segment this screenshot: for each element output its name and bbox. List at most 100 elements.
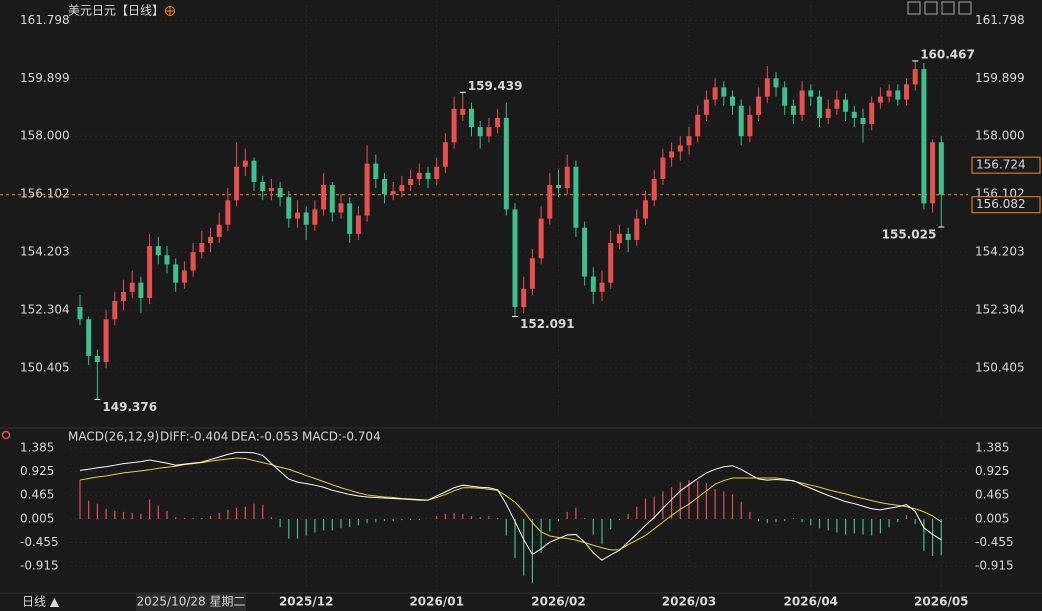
candle-body xyxy=(338,203,344,213)
candle-body xyxy=(721,87,727,97)
candle-body xyxy=(469,108,474,128)
candle-body xyxy=(495,117,501,128)
x-tick-label: 2026/02 xyxy=(531,595,585,609)
candle-body xyxy=(869,102,875,125)
candle-body xyxy=(538,218,544,259)
price-tag: 156.724 xyxy=(976,158,1026,172)
candle-body xyxy=(756,96,762,115)
y-tick-label-right: 161.798 xyxy=(975,13,1025,27)
price-tag-box xyxy=(971,196,1041,214)
candle-body xyxy=(625,233,631,240)
candle-body xyxy=(582,227,588,277)
candle-body xyxy=(556,185,561,189)
candle-body xyxy=(251,160,257,182)
candle-body xyxy=(164,255,170,265)
candle-body xyxy=(225,200,231,225)
indicator-icon[interactable] xyxy=(1,430,11,440)
x-tick-label: 2026/05 xyxy=(914,595,968,609)
macd-tick-label: -0.455 xyxy=(20,535,59,549)
macd-tick-label-right: -0.455 xyxy=(975,535,1014,549)
candle-body xyxy=(460,108,466,115)
candle-body xyxy=(147,246,153,298)
macd-tick-label-right: 0.925 xyxy=(975,464,1009,478)
candle-body xyxy=(503,117,509,210)
macd-tick-label: 0.465 xyxy=(20,488,54,502)
candle-body xyxy=(590,276,596,292)
low-label: 152.091 xyxy=(520,317,575,331)
macd-tick-label: 0.925 xyxy=(20,464,54,478)
candle-body xyxy=(817,96,822,118)
y-tick-label: 161.798 xyxy=(20,13,70,27)
footer-period[interactable]: 日线 ▲ xyxy=(22,595,60,609)
candle-body xyxy=(329,185,335,213)
add-icon[interactable] xyxy=(165,6,175,16)
candle-body xyxy=(608,243,614,283)
y-tick-label-right: 154.203 xyxy=(975,245,1025,259)
candle-body xyxy=(434,166,440,179)
candle-body xyxy=(564,166,570,189)
candle-body xyxy=(390,191,396,195)
candle-body xyxy=(851,111,857,118)
candle-body xyxy=(373,163,379,179)
candle-body xyxy=(904,84,909,100)
y-tick-label-right: 159.899 xyxy=(975,71,1025,85)
candle-body xyxy=(677,145,683,152)
macd-tick-label-right: -0.915 xyxy=(975,558,1014,572)
macd-dea-legend: DEA:-0.053 xyxy=(231,430,299,444)
candle-body xyxy=(190,252,196,271)
candle-body xyxy=(86,319,92,356)
candle-body xyxy=(382,178,387,195)
macd-diff-legend: DIFF:-0.404 xyxy=(160,430,228,444)
candle-body xyxy=(112,300,118,320)
macd-tick-label-right: 0.465 xyxy=(975,488,1009,502)
candle-body xyxy=(730,96,735,106)
period-label[interactable]: 【日线】 xyxy=(116,4,164,18)
candle-body xyxy=(790,105,796,115)
x-tick-label: 2026/03 xyxy=(662,595,716,609)
candle-body xyxy=(94,355,100,363)
candle-body xyxy=(669,151,675,158)
y-tick-label: 159.899 xyxy=(20,71,70,85)
candle-body xyxy=(573,166,579,228)
high-label: 160.467 xyxy=(920,47,975,61)
candle-body xyxy=(216,224,222,237)
candle-body xyxy=(277,188,283,198)
candle-body xyxy=(355,215,361,234)
candle-body xyxy=(799,90,805,115)
y-tick-label: 156.102 xyxy=(20,187,70,201)
candle-body xyxy=(286,197,292,219)
candle-body xyxy=(930,142,936,204)
candle-body xyxy=(599,282,605,292)
y-tick-label: 152.304 xyxy=(20,303,70,317)
candle-body xyxy=(877,96,883,103)
toolbar[interactable] xyxy=(907,1,972,15)
candle-body xyxy=(773,78,779,88)
candle-body xyxy=(825,108,831,118)
candle-body xyxy=(129,282,135,292)
candle-body xyxy=(477,127,483,137)
candle-body xyxy=(921,69,927,204)
candle-body xyxy=(686,136,692,146)
y-tick-label-right: 150.405 xyxy=(975,360,1025,374)
diff-line xyxy=(79,451,942,561)
candle-body xyxy=(938,142,944,195)
candle-body xyxy=(695,114,701,137)
candle-body xyxy=(155,246,161,256)
y-tick-label-right: 158.000 xyxy=(975,129,1025,143)
candle-body xyxy=(895,90,901,100)
y-tick-label: 158.000 xyxy=(20,129,70,143)
y-tick-label-right: 152.304 xyxy=(975,303,1025,317)
candle-body xyxy=(347,203,353,234)
macd-value-legend: MACD:-0.704 xyxy=(302,430,381,444)
candle-body xyxy=(442,142,448,167)
candle-body xyxy=(451,108,457,143)
candle-body xyxy=(712,87,718,100)
candle-body xyxy=(173,264,179,283)
candle-body xyxy=(643,200,648,219)
candle-body xyxy=(747,114,753,137)
y-tick-label: 154.203 xyxy=(20,245,70,259)
candle-body xyxy=(425,172,431,179)
candle-body xyxy=(138,282,144,298)
high-label: 159.439 xyxy=(468,79,523,93)
